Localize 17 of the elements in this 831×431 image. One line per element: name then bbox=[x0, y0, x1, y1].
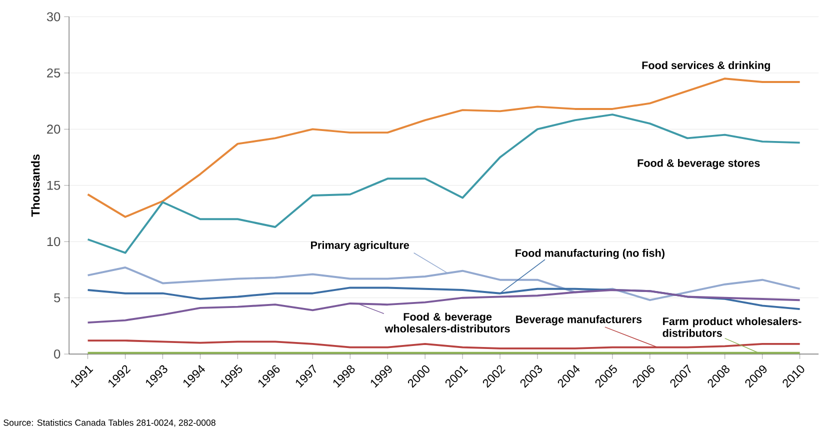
y-axis-title: Thousands bbox=[31, 154, 40, 217]
y-tick-label: 15 bbox=[47, 180, 60, 190]
series-label: Food & beverage stores bbox=[638, 159, 760, 170]
y-tick-label: 25 bbox=[47, 68, 60, 78]
y-tick-label: 10 bbox=[47, 237, 60, 246]
series-label: Farm product wholesalers-distributors bbox=[662, 317, 802, 337]
y-tick-label: 5 bbox=[54, 293, 60, 302]
source-note: Source: Statistics Canada Tables 281-0024, 282-0008 bbox=[4, 419, 216, 427]
text: Food manufacturing (no fish) bbox=[516, 248, 664, 260]
series-label: Food services & drinking bbox=[642, 61, 770, 72]
y-tick-label: 0 bbox=[54, 350, 60, 359]
text: Primary agriculture bbox=[311, 241, 410, 252]
series-label: Food & beverage wholesalers-distributors bbox=[384, 312, 510, 332]
y-tick-label: 30 bbox=[46, 12, 60, 22]
line-series bbox=[86, 78, 801, 218]
y-tick-label: 20 bbox=[47, 124, 60, 134]
text: Beverage manufacturers bbox=[516, 315, 642, 326]
